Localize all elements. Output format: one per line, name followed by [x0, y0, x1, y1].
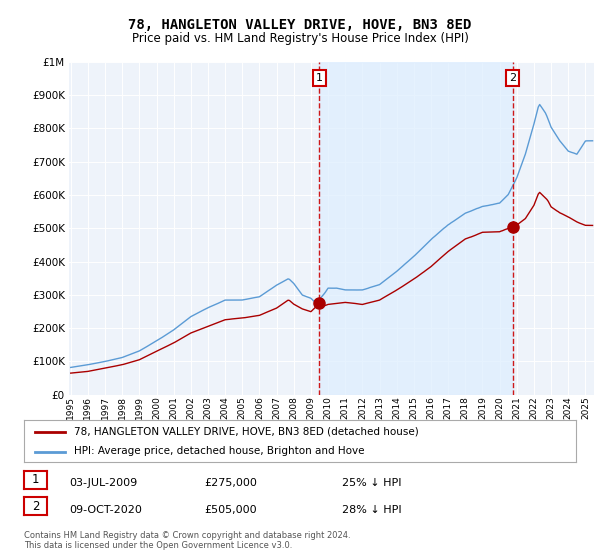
Text: 28% ↓ HPI: 28% ↓ HPI: [342, 505, 401, 515]
Text: 1: 1: [32, 473, 39, 487]
Text: 03-JUL-2009: 03-JUL-2009: [69, 478, 137, 488]
Text: Price paid vs. HM Land Registry's House Price Index (HPI): Price paid vs. HM Land Registry's House …: [131, 32, 469, 45]
Text: HPI: Average price, detached house, Brighton and Hove: HPI: Average price, detached house, Brig…: [74, 446, 364, 456]
Text: 78, HANGLETON VALLEY DRIVE, HOVE, BN3 8ED: 78, HANGLETON VALLEY DRIVE, HOVE, BN3 8E…: [128, 18, 472, 32]
Bar: [319, 62, 512, 395]
Text: 2: 2: [32, 500, 39, 513]
Text: 1: 1: [316, 73, 323, 83]
Text: £275,000: £275,000: [204, 478, 257, 488]
Text: 25% ↓ HPI: 25% ↓ HPI: [342, 478, 401, 488]
Text: £505,000: £505,000: [204, 505, 257, 515]
Text: 2: 2: [509, 73, 516, 83]
Text: 09-OCT-2020: 09-OCT-2020: [69, 505, 142, 515]
Text: Contains HM Land Registry data © Crown copyright and database right 2024.
This d: Contains HM Land Registry data © Crown c…: [24, 530, 350, 550]
Text: 78, HANGLETON VALLEY DRIVE, HOVE, BN3 8ED (detached house): 78, HANGLETON VALLEY DRIVE, HOVE, BN3 8E…: [74, 427, 418, 437]
